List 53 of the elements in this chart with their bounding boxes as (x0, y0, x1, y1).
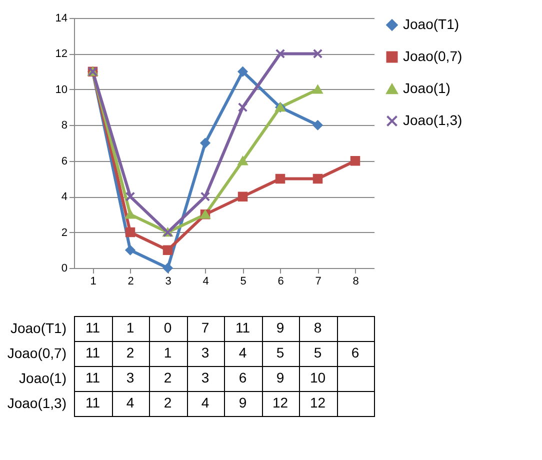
x-tick-label: 2 (128, 276, 134, 288)
data-label: 11 (85, 320, 100, 336)
legend-label: Joao(T1) (403, 16, 460, 32)
y-tick-label: 6 (61, 155, 68, 168)
x-tick-label: 7 (315, 276, 322, 288)
data-label: 12 (272, 394, 288, 410)
x-tick-label: 4 (202, 276, 209, 288)
data-label: 11 (85, 344, 100, 360)
data-label: 3 (201, 370, 210, 386)
data-label: 1 (126, 320, 134, 336)
y-tick-label: 0 (61, 262, 68, 274)
data-label: 4 (238, 344, 247, 360)
data-label: 5 (314, 344, 322, 360)
data-label: 0 (164, 320, 172, 336)
data-label: 2 (126, 344, 134, 360)
y-tick-label: 10 (55, 84, 68, 96)
legend-label: Joao(1,3) (403, 112, 462, 128)
data-label: 7 (201, 320, 210, 336)
data-label: 9 (276, 320, 284, 336)
data-label: 2 (164, 370, 172, 386)
x-tick-label: 6 (278, 276, 284, 288)
text: Joao(T1) (10, 320, 66, 336)
data-label: 4 (126, 394, 134, 410)
text: Joao(1,3) (7, 395, 66, 411)
legend-label: Joao(1) (403, 80, 450, 96)
x-tick-label: 3 (165, 276, 172, 288)
data-label: 6 (351, 344, 360, 360)
legend-label: Joao(0,7) (403, 48, 462, 64)
data-label: 2 (164, 394, 172, 410)
data-label: 5 (276, 344, 284, 360)
y-tick-label: 12 (55, 48, 68, 60)
data-label: 4 (201, 394, 210, 410)
y-tick-label: 4 (61, 191, 68, 204)
x-tick-label: 5 (240, 276, 246, 288)
data-label: 9 (276, 370, 284, 386)
x-tick-label: 1 (90, 276, 96, 288)
y-tick-label: 14 (55, 12, 68, 24)
y-tick-label: 2 (61, 226, 68, 239)
data-label: 11 (235, 320, 250, 336)
data-label: 1 (164, 344, 172, 360)
data-label: 10 (310, 370, 326, 386)
x-tick-label: 8 (352, 276, 359, 288)
text: Joao(0,7) (7, 345, 66, 361)
data-label: 3 (201, 344, 210, 360)
data-label: 11 (85, 394, 100, 410)
text: Joao(1) (19, 370, 66, 386)
data-label: 12 (310, 394, 326, 410)
data-label: 8 (314, 320, 322, 336)
data-label: 3 (126, 370, 134, 386)
data-label: 9 (238, 394, 247, 410)
data-label: 6 (238, 370, 247, 386)
data-label: 11 (85, 370, 100, 386)
y-tick-label: 8 (61, 120, 68, 132)
